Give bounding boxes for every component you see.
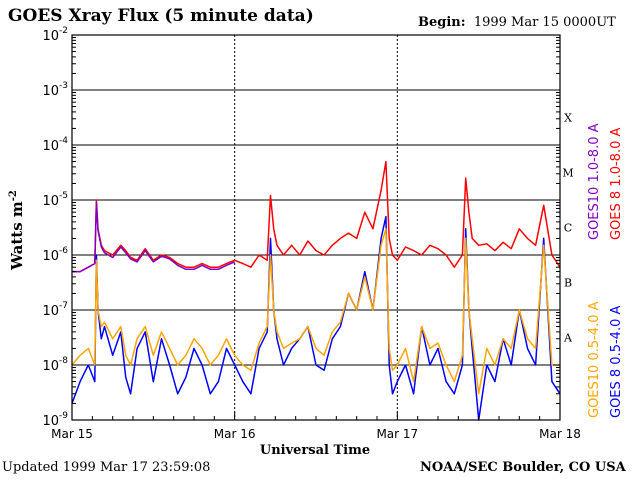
y-tick-label: 10-4 (42, 136, 68, 154)
axis-layer: 10-9 10-8 10-7 10-6 10-5 10-4 10-3 10-2 Mar 15 Ma… (42, 26, 580, 441)
x-axis-label: Universal Time (260, 443, 370, 458)
updated-timestamp: Updated 1999 Mar 17 23:59:08 (2, 460, 211, 475)
y-tick-label: 10-6 (42, 246, 68, 264)
flare-class-M: M (562, 167, 573, 180)
series-line-0 (72, 160, 561, 273)
flare-class-C: C (564, 222, 572, 235)
flare-class-B: B (564, 277, 572, 290)
chart-title: GOES Xray Flux (5 minute data) (8, 6, 314, 26)
x-tick-label: Mar 16 (214, 427, 256, 441)
x-tick-label: Mar 15 (51, 427, 93, 441)
series-line-3 (71, 228, 560, 395)
y-axis-label: Watts m-2 (8, 190, 26, 271)
x-tick-label: Mar 18 (539, 427, 581, 441)
legend-goes8-long: GOES 8 1.0-8.0 A (609, 127, 624, 240)
y-tick-label: 10-2 (42, 26, 68, 44)
flare-class-X: X (564, 112, 572, 125)
y-tick-label: 10-7 (42, 301, 68, 319)
legend-goes10-short: GOES10 0.5-4.0 A (587, 301, 602, 418)
begin-time: Begin: 1999 Mar 15 0000UT (418, 15, 616, 30)
x-tick-label: Mar 17 (376, 427, 418, 441)
legend-goes10-long: GOES10 1.0-8.0 A (587, 123, 602, 240)
y-tick-label: 10-3 (42, 81, 68, 99)
begin-label: Begin: (418, 15, 466, 30)
grid-layer (72, 35, 560, 420)
series-line-2 (71, 215, 561, 421)
y-tick-label: 10-9 (42, 411, 68, 429)
y-tick-label: 10-5 (42, 191, 68, 209)
series-layer (71, 160, 561, 421)
series-line-1 (72, 201, 235, 273)
y-tick-label: 10-8 (42, 356, 68, 374)
flare-class-A: A (563, 332, 573, 345)
legend-goes8-short: GOES 8 0.5-4.0 A (609, 305, 624, 418)
credit-label: NOAA/SEC Boulder, CO USA (420, 460, 626, 475)
begin-value: 1999 Mar 15 0000UT (473, 15, 616, 30)
